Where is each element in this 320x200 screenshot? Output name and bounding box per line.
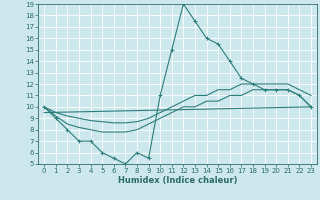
X-axis label: Humidex (Indice chaleur): Humidex (Indice chaleur) [118, 176, 237, 185]
